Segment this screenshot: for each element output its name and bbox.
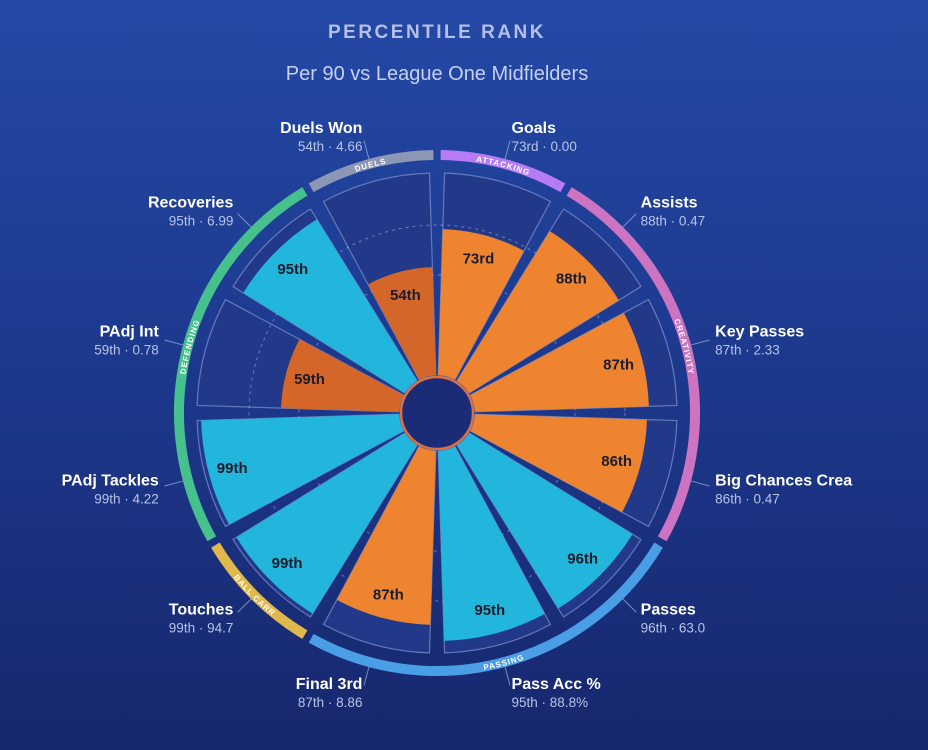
- category-arc-duels: [308, 150, 434, 193]
- leader-line: [622, 213, 637, 228]
- category-arc-passing: [308, 542, 663, 676]
- metric-sublabel: 86th · 0.47: [715, 492, 780, 507]
- leader-line: [363, 666, 370, 686]
- bar-pass-acc-: [438, 446, 545, 641]
- leader-line: [690, 339, 710, 346]
- category-arc-label: PASSING: [483, 653, 526, 673]
- leader-line: [237, 213, 252, 228]
- bar-padj-tackles: [201, 414, 404, 525]
- metric-sublabel: 95th · 6.99: [169, 213, 234, 228]
- bar-touches: [236, 433, 417, 614]
- leader-line: [504, 666, 511, 686]
- bar-final-3rd: [336, 446, 436, 625]
- metric-sublabel: 87th · 2.33: [715, 342, 780, 357]
- bar-percentile-label: 88th: [556, 271, 587, 288]
- leader-line: [504, 140, 511, 160]
- bar-layer: [201, 219, 649, 641]
- metric-label: Passes: [641, 602, 696, 619]
- metric-sublabel: 96th · 63.0: [641, 621, 706, 636]
- category-arc-label-text: ATTACKING: [476, 155, 531, 178]
- category-arc-creativity: [566, 187, 700, 542]
- metric-label: PAdj Int: [100, 323, 160, 340]
- bar-duels-won: [368, 267, 436, 380]
- bar-recoveries: [243, 219, 417, 393]
- bar-percentile-label: 59th: [294, 371, 325, 388]
- guide-ring-layer: [248, 224, 626, 602]
- metric-label: Duels Won: [280, 120, 362, 137]
- hub-layer: [399, 375, 475, 451]
- bar-percentile-label: 99th: [217, 460, 248, 477]
- metric-label: Key Passes: [715, 323, 804, 340]
- bar-percentile-label: 95th: [474, 602, 505, 619]
- guide-ring: [298, 274, 576, 552]
- category-arc-defending: [174, 187, 308, 542]
- chart-title: PERCENTILE RANK: [327, 22, 546, 43]
- bar-key-passes: [470, 312, 649, 412]
- metric-sublabel: 99th · 94.7: [169, 621, 234, 636]
- metric-label: Goals: [512, 120, 557, 137]
- center-hub: [399, 375, 475, 451]
- metric-label: Recoveries: [148, 194, 233, 211]
- bar-percentile-label: 96th: [567, 551, 598, 568]
- category-arc-label: ATTACKING: [476, 155, 532, 178]
- metric-sublabel: 87th · 8.86: [298, 695, 363, 710]
- metric-label: Final 3rd: [296, 676, 363, 693]
- outer-label-layer: Goals 73rd · 0.00 Assists 88th · 0.47 Key Pa…: [62, 120, 853, 710]
- bar-percentile-label: 99th: [272, 555, 303, 572]
- chart-subtitle: Per 90 vs League One Midfielders: [285, 63, 589, 85]
- leader-line: [164, 339, 184, 346]
- metric-sublabel: 59th · 0.78: [94, 342, 159, 357]
- metric-label: Assists: [641, 194, 698, 211]
- leader-line: [164, 480, 184, 487]
- leader-line: [237, 598, 252, 613]
- bar-percentile-label: 73rd: [463, 250, 495, 267]
- guide-ring: [248, 224, 626, 602]
- metric-sublabel: 73rd · 0.00: [512, 139, 577, 154]
- category-arc-label-text: PASSING: [483, 653, 525, 673]
- bar-passes: [457, 433, 633, 609]
- leader-line: [690, 480, 710, 487]
- bar-label-layer: 73rd 88th 87th 86th 96th 95th 87th 99th 99th 59th…: [217, 250, 634, 619]
- metric-label: Big Chances Crea: [715, 473, 852, 490]
- bar-percentile-label: 87th: [603, 356, 634, 373]
- metric-label: Touches: [169, 602, 234, 619]
- metric-sublabel: 54th · 4.66: [298, 139, 363, 154]
- category-arc-attacking: [440, 150, 566, 193]
- bar-goals: [438, 229, 524, 380]
- metric-label: Pass Acc %: [512, 676, 601, 693]
- bar-percentile-label: 95th: [277, 261, 308, 278]
- bar-padj-int: [281, 339, 404, 412]
- bar-percentile-label: 87th: [373, 587, 404, 604]
- metric-sublabel: 95th · 88.8%: [512, 695, 589, 710]
- leader-line: [622, 598, 637, 613]
- bar-percentile-label: 86th: [601, 453, 632, 470]
- metric-label: PAdj Tackles: [62, 473, 159, 490]
- bar-assists: [457, 231, 619, 393]
- metric-sublabel: 88th · 0.47: [641, 213, 706, 228]
- leader-line: [363, 140, 370, 160]
- bar-percentile-label: 54th: [390, 287, 421, 304]
- bar-big-chances-crea: [470, 414, 647, 513]
- category-arc-ball-carr: [211, 542, 308, 639]
- metric-sublabel: 99th · 4.22: [94, 492, 159, 507]
